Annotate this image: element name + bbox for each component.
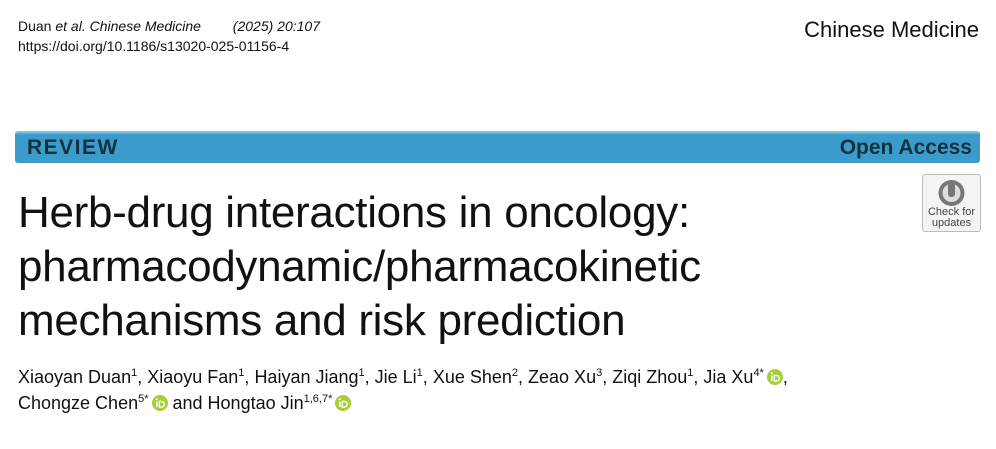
affiliation: 1 <box>416 367 423 379</box>
orcid-icon[interactable] <box>151 395 168 411</box>
affiliation: 5* <box>138 393 149 405</box>
separator: , <box>422 367 433 387</box>
orcid-icon[interactable] <box>766 369 783 385</box>
separator: , <box>782 367 788 387</box>
affiliation: 3 <box>596 367 603 379</box>
author-short: Duan <box>18 18 52 34</box>
et-al: et al. <box>55 18 86 34</box>
doi[interactable]: https://doi.org/10.1186/s13020-025-01156… <box>18 38 290 54</box>
author-name: Zeao Xu <box>528 367 597 387</box>
year-volume: (2025) 20:107 <box>232 18 320 34</box>
author-line: Chongze Chen5* and Hongtao Jin1,6,7* <box>18 393 352 414</box>
journal-name: Chinese Medicine <box>804 17 979 42</box>
check-updates-badge[interactable]: Check for updates <box>922 174 981 232</box>
author-name: Xue Shen <box>432 367 512 387</box>
affiliation: 1 <box>687 367 694 379</box>
separator: , <box>364 367 375 387</box>
author-name: Xiaoyan Duan <box>18 367 132 387</box>
title-line: Herb-drug interactions in oncology: <box>18 188 690 237</box>
badge-line: Check for <box>927 206 976 218</box>
badge-line: updates <box>931 217 972 229</box>
banner: REVIEW Open Access <box>15 131 980 163</box>
separator: , <box>137 367 148 387</box>
article-type: REVIEW <box>27 136 119 159</box>
separator: and <box>167 393 208 413</box>
affiliation: 1,6,7* <box>303 393 333 405</box>
author-name: Hongtao Jin <box>207 393 304 413</box>
affiliation: 1 <box>358 367 365 379</box>
separator: , <box>602 367 613 387</box>
affiliation: 4* <box>753 367 764 379</box>
title-line: mechanisms and risk prediction <box>18 296 626 345</box>
affiliation: 2 <box>511 367 519 379</box>
author-name: Ziqi Zhou <box>612 367 688 387</box>
author-name: Jie Li <box>374 367 417 387</box>
author-name: Jia Xu <box>703 367 754 387</box>
author-name: Xiaoyu Fan <box>147 367 239 387</box>
open-access: Open Access <box>839 136 972 159</box>
separator: , <box>693 367 704 387</box>
author-name: Haiyan Jiang <box>254 367 359 387</box>
author-name: Chongze Chen <box>18 393 139 413</box>
affiliation: 1 <box>238 367 245 379</box>
separator: , <box>244 367 255 387</box>
badge-icon <box>938 180 965 206</box>
journal-cite: Chinese Medicine <box>89 18 201 34</box>
orcid-icon[interactable] <box>335 395 352 411</box>
citation: Duan et al. Chinese Medicine (2025) 20:1… <box>18 18 320 34</box>
title-line: pharmacodynamic/pharmacokinetic <box>18 242 701 291</box>
separator: , <box>518 367 529 387</box>
author-line: Xiaoyan Duan1, Xiaoyu Fan1, Haiyan Jiang… <box>18 367 788 388</box>
affiliation: 1 <box>131 367 138 379</box>
